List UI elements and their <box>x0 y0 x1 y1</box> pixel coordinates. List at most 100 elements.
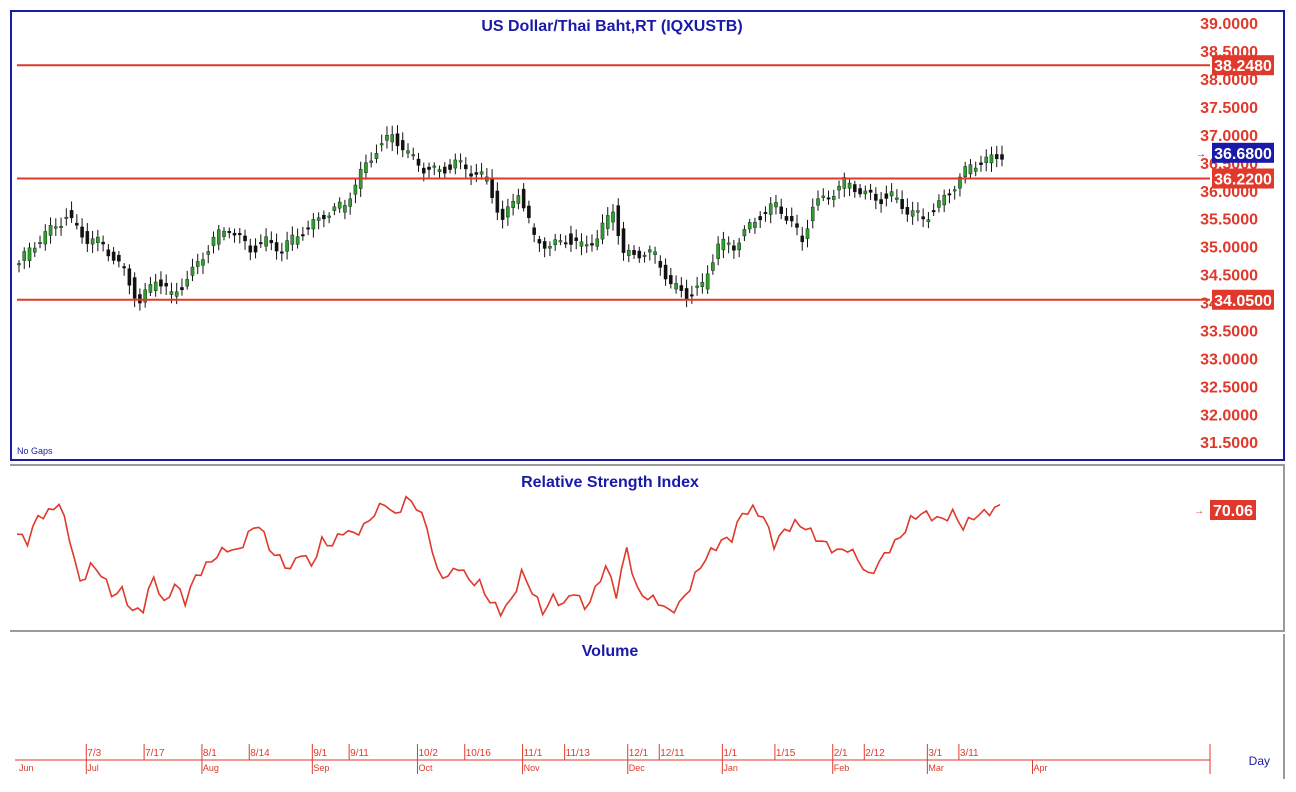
week-label: 2/1 <box>834 748 848 759</box>
candle-body <box>469 173 473 177</box>
candle-body <box>295 236 300 245</box>
candle-body <box>122 266 126 269</box>
candle-body <box>863 190 868 195</box>
candle-body <box>858 188 862 195</box>
candle-body <box>958 176 962 189</box>
candle-body <box>238 233 242 236</box>
month-label: Mar <box>928 763 944 773</box>
candle-body <box>474 172 479 175</box>
volume-pane[interactable]: Volume 7/3 7/17 8/1 8/14 9/1 9/11 10/2 10/16 11/… <box>10 634 1285 779</box>
rsi-pane[interactable]: Relative Strength Index → 70.06 <box>10 464 1285 632</box>
candle-body <box>584 244 589 247</box>
candle-body <box>732 245 736 251</box>
candle-body <box>542 241 547 249</box>
month-label: Feb <box>834 763 850 773</box>
candle-body <box>411 154 416 157</box>
level-tag <box>1212 289 1274 310</box>
candle-body <box>753 221 757 228</box>
candle-body <box>931 210 936 213</box>
candle-body <box>27 247 32 261</box>
candle-body <box>201 259 205 266</box>
candle-body <box>285 240 289 252</box>
candle-body <box>984 156 989 164</box>
candle-body <box>259 242 263 245</box>
y-tick-label: 37.5000 <box>1200 100 1258 117</box>
candle-body <box>117 254 121 262</box>
candle-body <box>32 247 37 253</box>
candle-body <box>364 162 368 174</box>
candle-body <box>532 227 536 235</box>
candle-body <box>264 236 268 247</box>
candle-body <box>679 285 684 291</box>
rsi-value-label: 70.06 <box>1213 503 1253 520</box>
candle-body <box>437 169 442 172</box>
candle-body <box>301 234 305 237</box>
candle-body <box>495 190 500 213</box>
candle-body <box>569 233 573 245</box>
candle-body <box>180 287 184 291</box>
rsi-value-tag <box>1210 500 1256 520</box>
candle-body <box>479 171 484 175</box>
candle-body <box>590 243 594 246</box>
candle-body <box>826 197 831 200</box>
y-tick-label: 35.5000 <box>1200 212 1258 229</box>
candle-body <box>579 241 584 247</box>
candle-body <box>75 222 79 226</box>
week-label: 2/12 <box>865 748 885 759</box>
candle-body <box>395 133 400 147</box>
month-label: Nov <box>524 763 541 773</box>
last-price-tag <box>1212 142 1274 163</box>
candle-body <box>132 277 137 299</box>
candle-body <box>54 226 58 229</box>
week-label: 9/11 <box>350 748 369 759</box>
candle-body <box>626 249 631 256</box>
candle-body <box>448 164 452 170</box>
candle-body <box>490 177 494 198</box>
price-chart-pane[interactable]: US Dollar/Thai Baht,RT (IQXUSTB) 39.0000… <box>10 10 1285 461</box>
candle-body <box>153 281 158 291</box>
candle-body <box>353 184 358 195</box>
candle-body <box>926 219 931 222</box>
candle-body <box>506 206 510 218</box>
candle-body <box>663 264 668 280</box>
candle-body <box>558 240 563 243</box>
candle-body <box>348 198 352 207</box>
volume-chart-svg: Volume 7/3 7/17 8/1 8/14 9/1 9/11 10/2 10/16 11/… <box>15 643 1270 774</box>
candle-body <box>905 207 910 215</box>
candle-body <box>910 210 915 217</box>
candle-body <box>884 193 889 199</box>
candle-body <box>653 251 657 255</box>
candle-body <box>747 222 752 230</box>
week-label: 12/1 <box>629 748 649 759</box>
month-label: Aug <box>203 763 219 773</box>
candle-body <box>784 216 789 221</box>
candle-body <box>432 165 437 168</box>
candle-body <box>979 162 983 165</box>
y-tick-label: 32.5000 <box>1200 379 1258 396</box>
candle-body <box>695 285 699 288</box>
candle-body <box>80 226 84 238</box>
candle-body <box>127 268 132 286</box>
candle-body <box>343 205 347 213</box>
candle-body <box>684 288 689 299</box>
y-tick-label: 38.0000 <box>1200 72 1258 89</box>
candle-body <box>337 201 342 209</box>
level-tag <box>1212 55 1274 76</box>
candle-body <box>311 219 316 230</box>
level-tag <box>1212 168 1274 189</box>
periodicity-label[interactable]: Day <box>1249 754 1270 768</box>
y-tick-label: 34.5000 <box>1200 268 1258 285</box>
candle-body <box>642 254 647 257</box>
candle-body <box>600 222 605 240</box>
y-tick-label: 31.5000 <box>1200 435 1258 452</box>
candle-body <box>174 291 179 297</box>
candle-body <box>185 279 189 287</box>
candle-body <box>243 235 247 242</box>
candle-body <box>327 215 331 218</box>
candle-body <box>464 164 468 170</box>
candle-body <box>274 242 279 252</box>
support-resistance-lines[interactable]: 38.2480 36.2200 34.0500 → 36.6800 <box>17 55 1274 310</box>
candle-body <box>879 199 883 205</box>
week-label: 7/3 <box>87 748 101 759</box>
candle-body <box>458 160 463 163</box>
